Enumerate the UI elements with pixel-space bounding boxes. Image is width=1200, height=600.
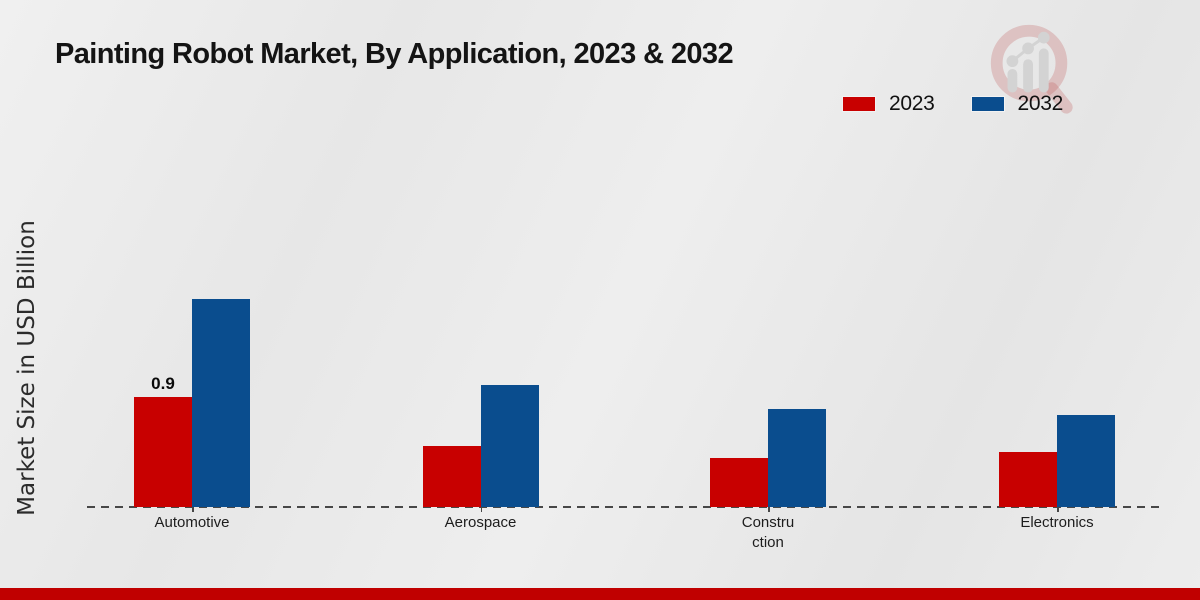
bar-electronics-2023 <box>999 452 1057 507</box>
footer-accent-band <box>0 588 1200 600</box>
legend: 2023 2032 <box>842 92 1063 116</box>
category-label-line: ction <box>752 534 784 551</box>
chart-title: Painting Robot Market, By Application, 2… <box>55 38 734 70</box>
x-axis-tick <box>480 507 482 512</box>
magnifier-bar-chart-logo-icon <box>990 24 1073 114</box>
legend-swatch-2032 <box>970 96 1005 112</box>
category-label-construction: Constru ction <box>698 513 838 553</box>
x-axis-tick <box>1057 507 1059 512</box>
x-axis-baseline <box>87 506 1160 508</box>
legend-label-2032: 2032 <box>1017 92 1064 115</box>
x-axis-tick <box>192 507 194 512</box>
category-label-electronics: Electronics <box>987 513 1127 533</box>
bar-aerospace-2032 <box>480 385 539 507</box>
legend-item-2023: 2023 <box>842 92 935 116</box>
bar-automotive-2032 <box>192 299 250 507</box>
category-label-line: Constru <box>741 514 795 531</box>
bar-construction-2023 <box>710 458 768 507</box>
bar-automotive-2023 <box>134 397 192 507</box>
x-axis-tick <box>768 507 770 512</box>
category-label-line: Electronics <box>1020 514 1094 531</box>
bar-construction-2032 <box>768 409 826 507</box>
category-label-line: Automotive <box>154 514 230 531</box>
category-label-line: Aerospace <box>444 514 517 531</box>
legend-item-2032: 2032 <box>970 92 1064 116</box>
category-label-aerospace: Aerospace <box>411 513 551 533</box>
legend-label-2023: 2023 <box>889 92 935 115</box>
bar-aerospace-2023 <box>422 446 481 507</box>
bar-value-label: 0.9 <box>151 374 175 393</box>
category-label-automotive: Automotive <box>122 513 262 533</box>
legend-swatch-2023 <box>842 96 876 112</box>
bar-electronics-2032 <box>1057 415 1115 507</box>
